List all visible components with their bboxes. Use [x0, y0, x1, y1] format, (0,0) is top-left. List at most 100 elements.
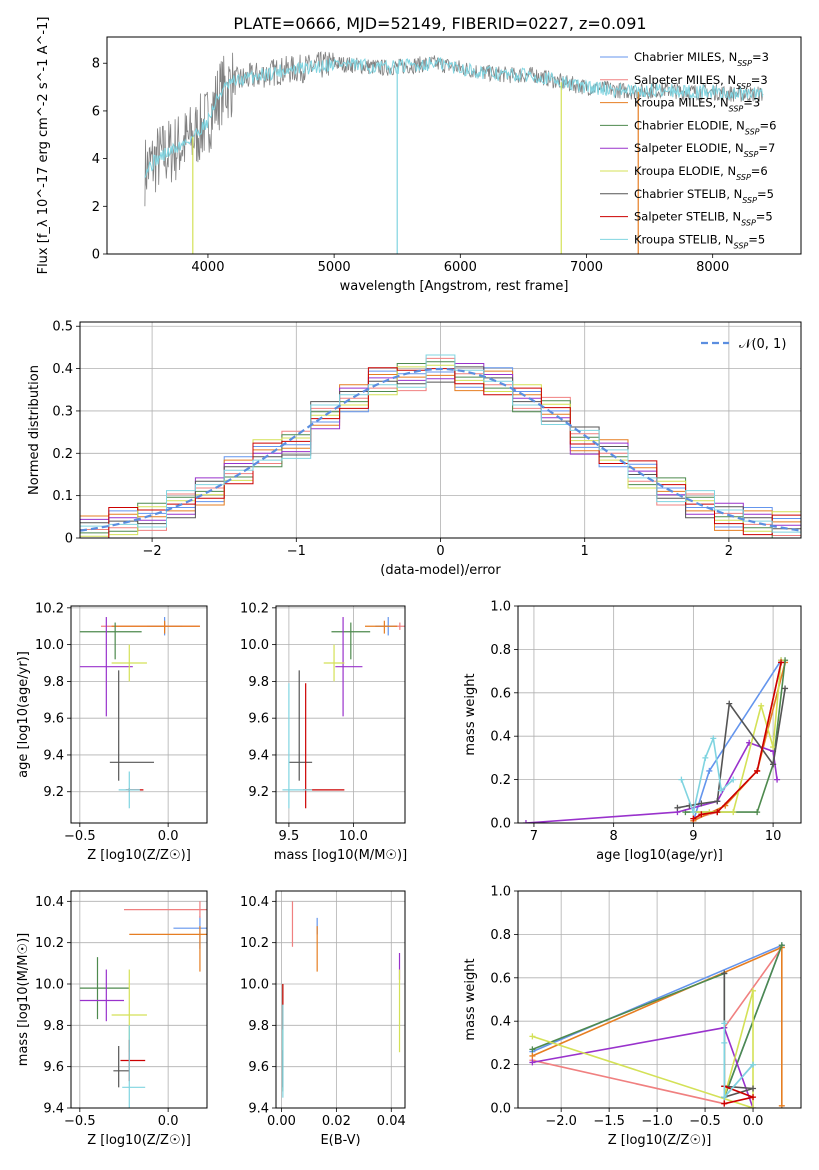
- x-tick-label: 7: [530, 829, 538, 844]
- legend-entry-4: Chabrier ELODIE, NSSP=6: [600, 118, 776, 136]
- x-axis-label: (data-model)/error: [380, 563, 501, 578]
- x-tick-label: 2: [725, 544, 733, 559]
- model-spectrum: [144, 56, 764, 178]
- weight-marker: [754, 767, 761, 774]
- x-tick-label: 0: [436, 544, 444, 559]
- x-tick-label: 6000: [444, 260, 477, 275]
- x-tick-label: 0.00: [267, 1114, 296, 1129]
- y-tick-label: 1.0: [490, 600, 511, 615]
- x-tick-label: 0.02: [322, 1114, 351, 1129]
- legend-entry-8: Salpeter STELIB, NSSP=5: [600, 210, 773, 228]
- weight-marker: [754, 809, 761, 816]
- x-tick-label: 4000: [191, 260, 224, 275]
- histogram-series: [80, 361, 801, 538]
- y-tick-label: 9.8: [43, 675, 64, 690]
- weight-marker: [714, 798, 721, 805]
- weight-marker: [782, 685, 789, 692]
- legend-entry-5: Salpeter ELODIE, NSSP=7: [600, 141, 775, 159]
- y-tick-label: 9.6: [43, 712, 64, 727]
- y-axis-label: mass weight: [463, 958, 478, 1040]
- axes-frame: [517, 605, 802, 824]
- x-tick-label: 10.0: [339, 829, 368, 844]
- legend-label: Salpeter STELIB, NSSP=5: [634, 210, 773, 228]
- weight-marker: [718, 787, 725, 794]
- y-tick-label: 9.8: [43, 1019, 64, 1034]
- y-tick-label: 9.4: [43, 1102, 64, 1117]
- weight-marker: [674, 804, 681, 811]
- x-tick-label: −2.0: [545, 1114, 577, 1129]
- legend-entry-6: Kroupa ELODIE, NSSP=6: [600, 164, 768, 182]
- weight-marker: [730, 776, 737, 783]
- x-tick-label: −0.5: [64, 1114, 96, 1129]
- legend-entry-9: Kroupa STELIB, NSSP=5: [600, 232, 765, 250]
- weight-marker: [774, 776, 781, 783]
- weight-series: [680, 735, 734, 815]
- x-axis-label: Z [log10(Z/Z☉)]: [87, 848, 191, 863]
- weight-marker: [721, 970, 728, 977]
- plot-area: [80, 354, 801, 538]
- panel-mass-vs-ebv: 0.00 0.02 0.04 9.4 9.6 9.8 10.0 10.2 10.4 E(B-V): [240, 890, 406, 1148]
- weight-marker: [678, 776, 685, 783]
- y-tick-label: 0: [92, 248, 100, 263]
- x-tick-label: 8: [610, 829, 618, 844]
- weight-marker: [778, 659, 785, 666]
- y-axis-label: mass [log10(M/M☉)]: [16, 933, 31, 1066]
- weight-marker: [698, 800, 705, 807]
- x-tick-label: 0.0: [158, 1114, 179, 1129]
- y-tick-label: 9.4: [43, 748, 64, 763]
- y-tick-label: 10.0: [35, 638, 64, 653]
- y-tick-label: 0.4: [52, 362, 73, 377]
- y-tick-label: 9.6: [248, 712, 269, 727]
- y-tick-label: 0.5: [52, 320, 73, 335]
- weight-series: [723, 1023, 754, 1100]
- x-axis-label: Z [log10(Z/Z☉)]: [87, 1133, 191, 1148]
- panel-age-vs-mass: 9.5 10.0 9.2 9.4 9.6 9.8 10.0 10.2 mass [log10(M…: [240, 601, 407, 863]
- axes-frame: [106, 36, 802, 255]
- y-tick-label: 1.0: [490, 885, 511, 900]
- x-tick-label: 5000: [318, 260, 351, 275]
- panel-mass-weight-vs-age: 7 8 9 10 0.0 0.2 0.4 0.6 0.8 1.0 age [log10(age/yr…: [463, 600, 802, 863]
- x-tick-label: 8000: [696, 260, 729, 275]
- y-tick-label: 0: [65, 532, 73, 547]
- legend-label: Kroupa STELIB, NSSP=5: [634, 232, 765, 250]
- y-tick-label: 10.4: [35, 895, 64, 910]
- y-tick-label: 9.2: [248, 785, 269, 800]
- weight-marker: [750, 1094, 757, 1101]
- weight-marker: [721, 1100, 728, 1107]
- x-axis-label: age [log10(age/yr)]: [596, 848, 723, 863]
- weight-marker: [690, 815, 697, 822]
- y-tick-label: 9.4: [248, 748, 269, 763]
- y-axis-label: Flux [f_λ 10^-17 erg cm^-2 s^-1 A^-1]: [36, 17, 51, 275]
- x-tick-label: 9.5: [279, 829, 300, 844]
- legend-label: Kroupa ELODIE, NSSP=6: [634, 164, 768, 182]
- y-tick-label: 0.4: [490, 1015, 511, 1030]
- y-tick-label: 9.2: [43, 785, 64, 800]
- panel-age-vs-Z: −0.5 0.0 9.2 9.4 9.6 9.8 10.0 10.2 Z [log10(Z/Z☉…: [16, 601, 208, 863]
- y-tick-label: 9.8: [248, 675, 269, 690]
- y-tick-label: 10.0: [35, 978, 64, 993]
- histogram-series: [80, 370, 801, 531]
- weight-marker: [750, 1085, 757, 1092]
- legend-label: Chabrier STELIB, NSSP=5: [634, 187, 774, 205]
- weight-series: [532, 990, 754, 1108]
- weight-marker: [726, 700, 733, 707]
- y-tick-label: 9.4: [248, 1102, 269, 1117]
- x-tick-label: −0.5: [689, 1114, 721, 1129]
- weight-marker: [710, 735, 717, 742]
- x-tick-label: 0.0: [743, 1114, 764, 1129]
- x-tick-label: 0.04: [377, 1114, 406, 1129]
- y-tick-label: 0.2: [490, 773, 511, 788]
- plot-area: [282, 901, 401, 1098]
- y-tick-label: 0.8: [490, 643, 511, 658]
- y-tick-label: 10.0: [240, 638, 269, 653]
- y-axis-label: mass weight: [463, 673, 478, 755]
- weight-marker: [529, 1046, 536, 1053]
- y-axis-label: age [log10(age/yr)]: [16, 651, 31, 778]
- plot-area: [79, 617, 200, 809]
- y-tick-label: 10.2: [240, 936, 269, 951]
- weight-marker: [721, 1020, 728, 1027]
- y-tick-label: 4: [92, 152, 100, 167]
- plot-area: [282, 617, 405, 809]
